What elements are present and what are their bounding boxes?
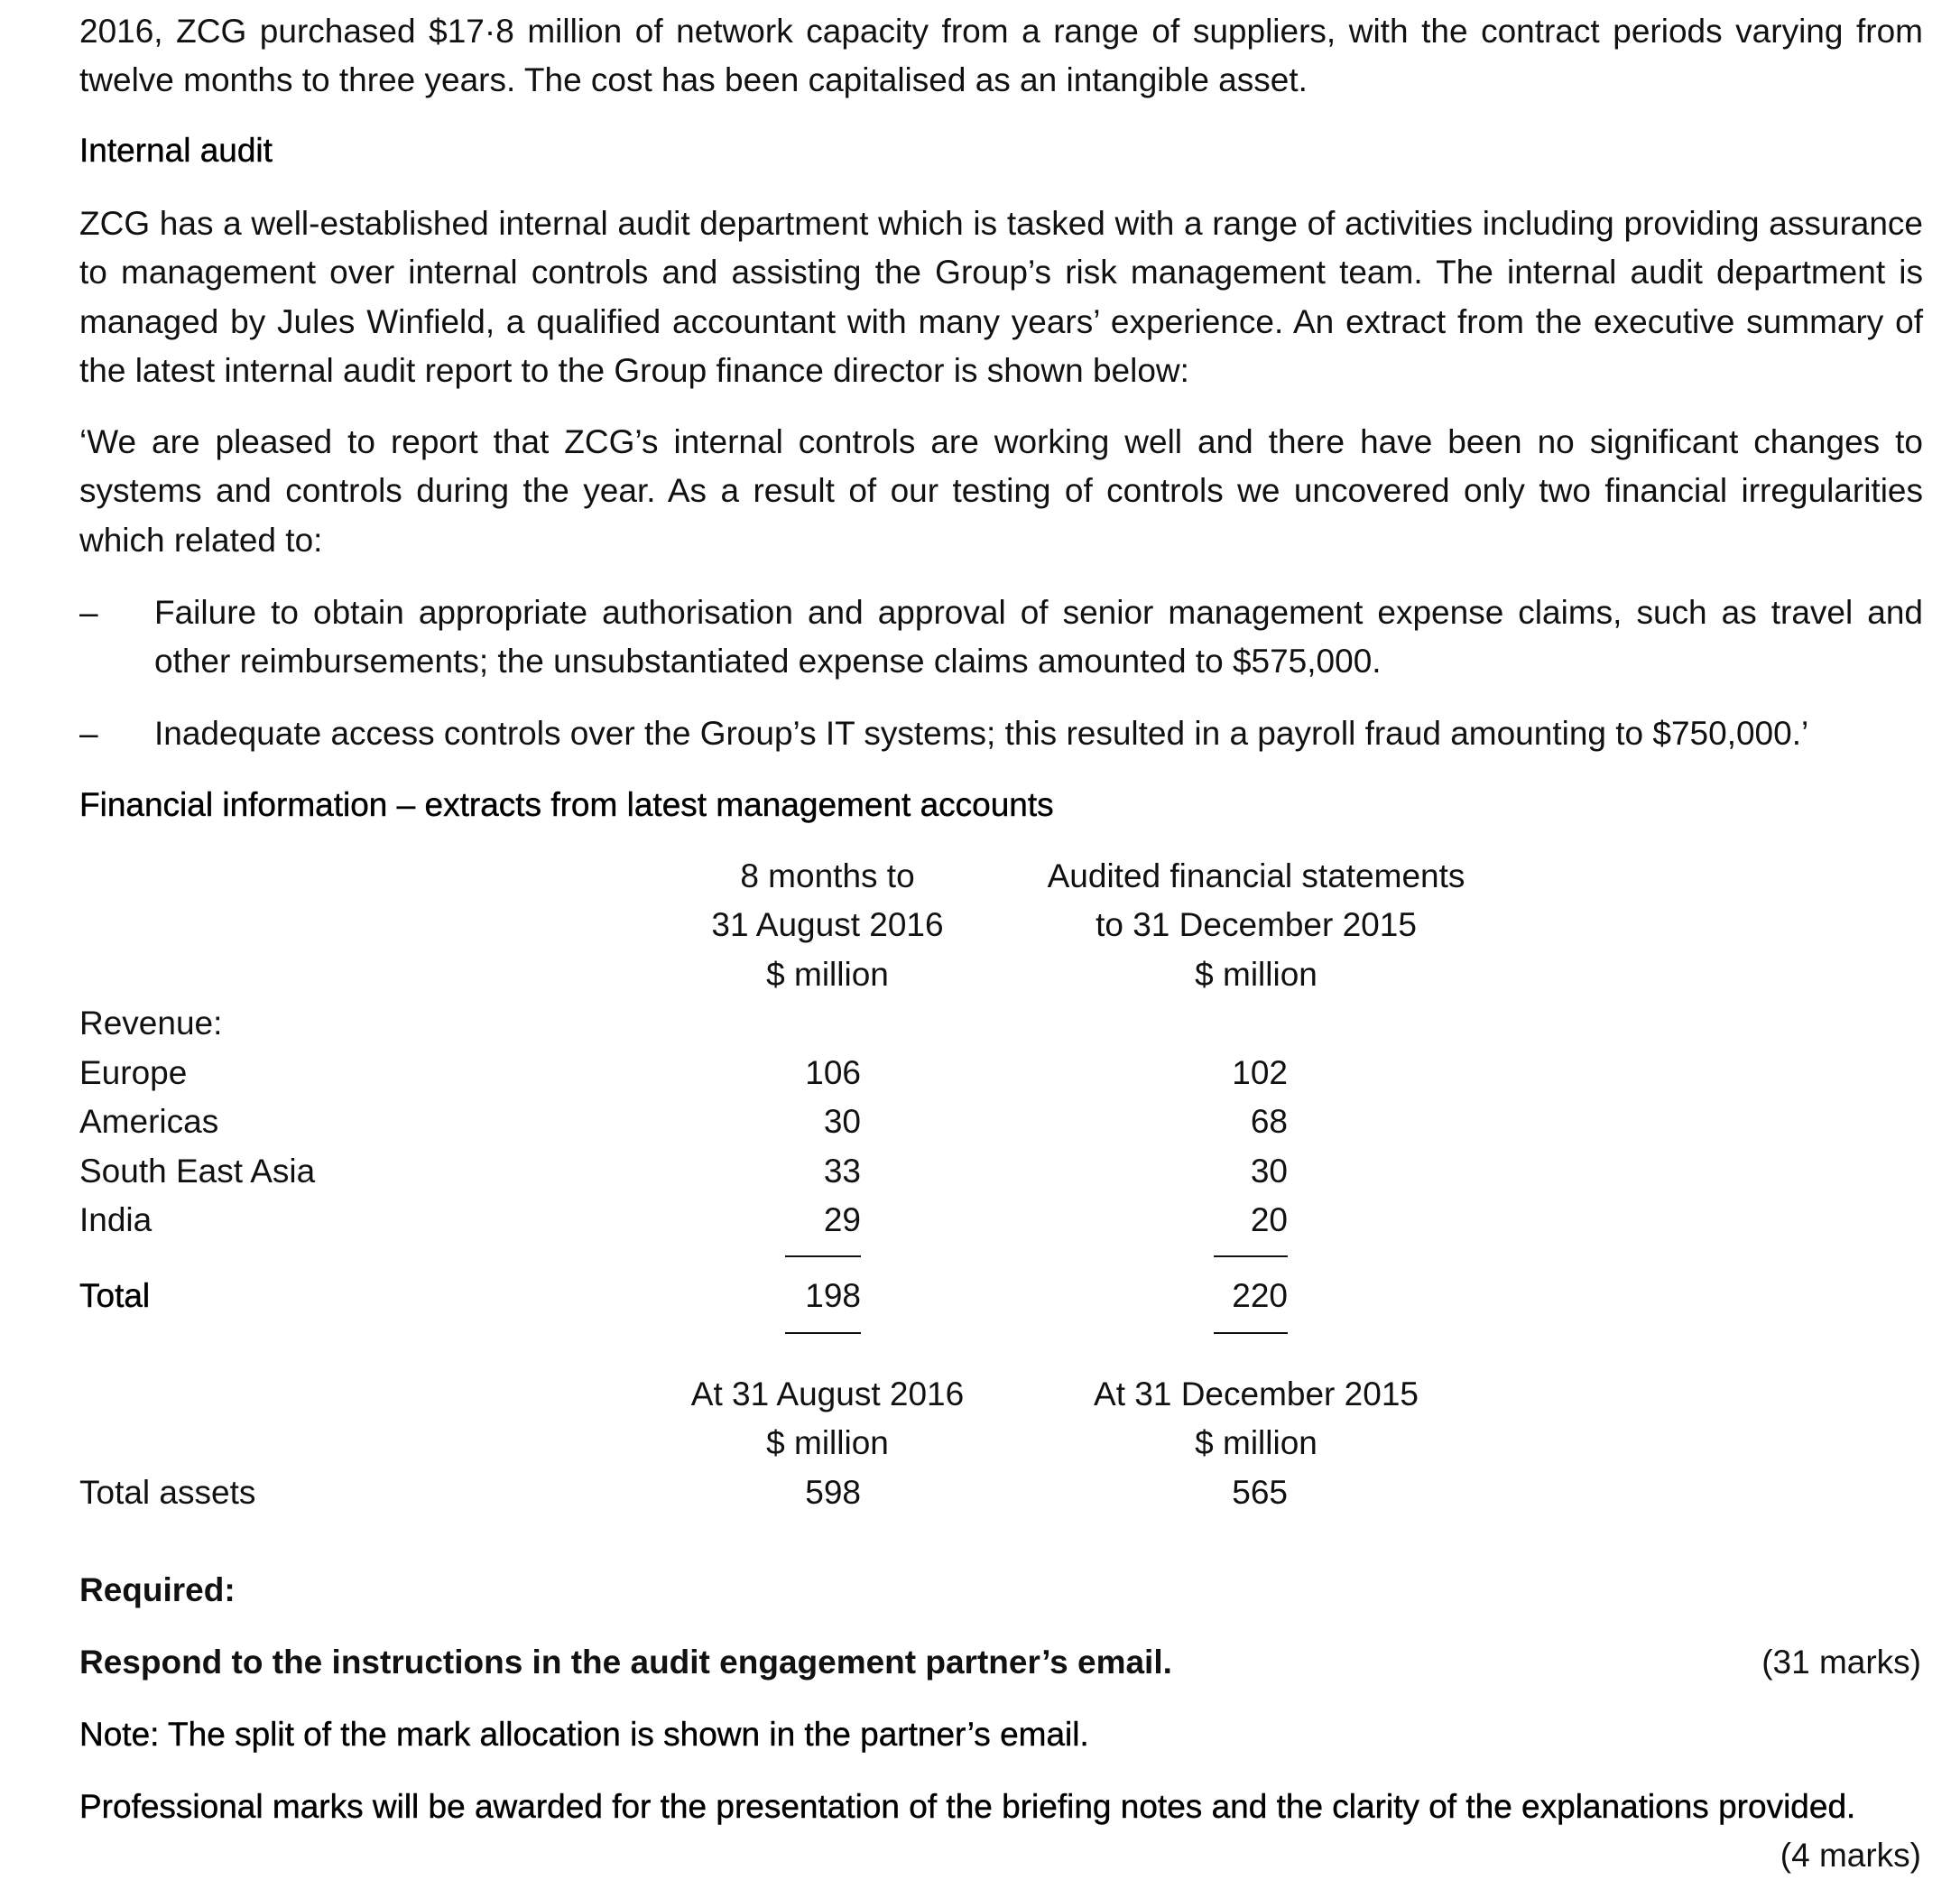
row-value-2015: 30 [1250,1153,1288,1190]
row-label: South East Asia [79,1153,316,1190]
financial-heading: Financial information – extracts from la… [79,786,1054,823]
row-value-2015: 102 [1232,1054,1288,1091]
col2-header: $ million [1195,956,1317,993]
instruction-marks: (31 marks) [1761,1644,1921,1681]
col2-header: to 31 December 2015 [1096,906,1417,943]
col2-header: Audited financial statements [1047,857,1465,894]
row-value-2016: 33 [823,1153,861,1190]
row-value-2016: 598 [805,1474,861,1511]
required-label: Required: [79,1571,236,1608]
internal-audit-paragraph: ZCG has a well-established internal audi… [79,205,1923,389]
subtotal-rule [1214,1255,1288,1257]
total-value-2016: 198 [805,1277,861,1314]
total-label: Total [79,1277,151,1314]
col1-header: 31 August 2016 [711,906,944,943]
row-label: Americas [79,1103,219,1140]
total-value-2015: 220 [1232,1277,1288,1314]
row-value-2016: 106 [805,1054,861,1091]
bullet-dash: – [79,594,98,631]
total-rule [1214,1332,1288,1334]
row-value-2015: 20 [1250,1201,1288,1238]
row-label: Total assets [79,1474,256,1511]
revenue-label: Revenue: [79,1005,223,1042]
audit-report-quote: ‘We are pleased to report that ZCG’s int… [79,423,1923,559]
internal-audit-heading: Internal audit [79,132,273,169]
col1-header: 8 months to [740,857,915,894]
row-label: Europe [79,1054,188,1091]
bullet-item: Failure to obtain appropriate authorisat… [154,594,1923,681]
col1-header: $ million [766,1424,889,1461]
total-rule [785,1332,861,1334]
row-label: India [79,1201,153,1238]
required-instruction: Respond to the instructions in the audit… [79,1644,1172,1681]
col2-header: At 31 December 2015 [1094,1375,1419,1412]
col1-header: $ million [766,956,889,993]
bullet-item: Inadequate access controls over the Grou… [154,715,1809,752]
row-value-2015: 68 [1250,1103,1288,1140]
row-value-2016: 29 [823,1201,861,1238]
intro-paragraph: 2016, ZCG purchased $17·8 million of net… [79,13,1923,99]
subtotal-rule [785,1255,861,1257]
bullet-dash: – [79,715,98,752]
mark-allocation-note: Note: The split of the mark allocation i… [79,1716,1089,1753]
col2-header: $ million [1195,1424,1317,1461]
row-value-2016: 30 [823,1103,861,1140]
row-value-2015: 565 [1232,1474,1288,1511]
professional-marks-text: Professional marks will be awarded for t… [79,1788,1856,1825]
professional-marks: (4 marks) [1780,1837,1921,1874]
col1-header: At 31 August 2016 [690,1375,965,1412]
